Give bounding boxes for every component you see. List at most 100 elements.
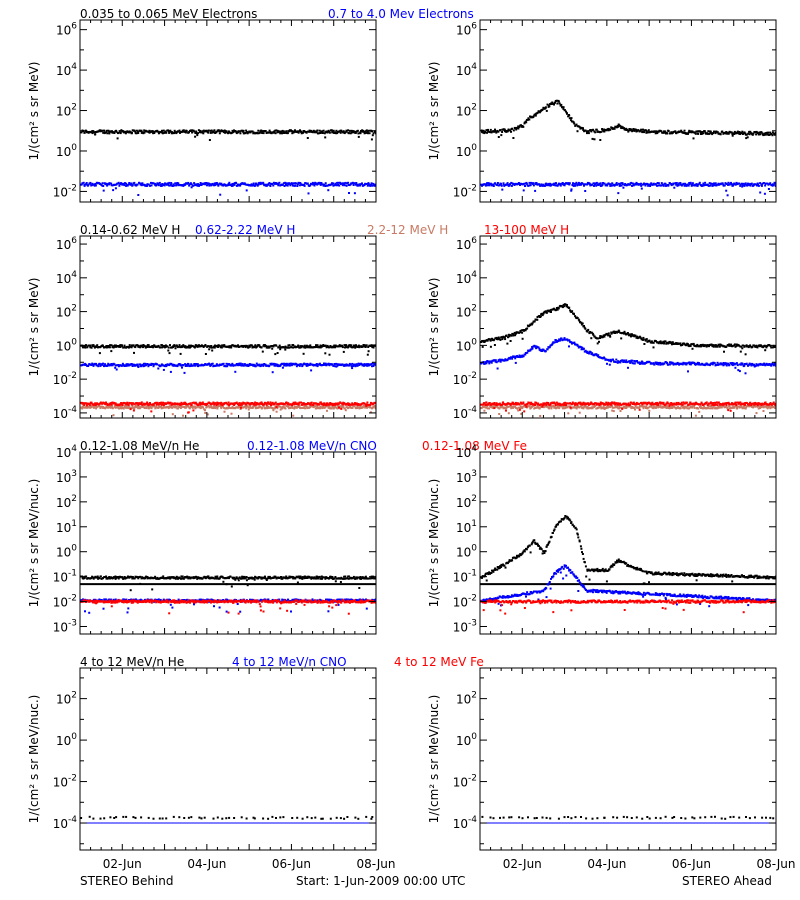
data-point [199,129,202,132]
data-point [123,344,126,347]
data-point [693,406,696,409]
data-point [344,181,347,184]
data-point [488,184,491,187]
data-point [712,361,715,364]
data-point [725,364,728,367]
data-point [611,126,613,129]
data-point [296,402,299,405]
data-point [142,406,145,408]
data-point [712,344,715,347]
data-point [492,405,495,408]
data-point [274,129,277,132]
data-point [85,131,88,134]
data-point [518,406,521,409]
data-point [218,132,221,135]
data-point [157,184,160,187]
data-point [85,183,88,186]
data-point [290,406,293,409]
data-point [621,126,624,129]
data-point [279,408,282,411]
data-point [555,407,558,409]
data-point [502,401,505,404]
data-point [773,362,776,365]
data-point [130,402,133,405]
data-point [367,405,370,408]
data-point [109,344,111,347]
data-point [101,184,104,187]
data-point [720,344,723,347]
data-point [254,344,257,347]
data-point [245,183,248,186]
data-point [724,132,727,135]
data-point [120,407,123,410]
data-point [673,342,676,345]
data-point [302,131,304,134]
data-point [486,184,489,187]
data-point [363,364,365,367]
y-tick-label: 10-4 [53,405,78,421]
data-point [734,345,737,348]
data-point [587,130,590,133]
data-point [367,183,370,186]
data-point [745,345,748,348]
data-point [536,183,539,186]
data-point [739,184,742,187]
data-point [158,404,160,407]
data-point [126,345,128,348]
data-point [347,406,350,409]
data-point [366,364,369,367]
data-point [733,344,736,347]
data-point [311,181,314,184]
data-point [165,131,168,134]
data-point [336,403,338,406]
data-point [740,132,743,134]
data-point [710,362,713,365]
data-point [164,363,167,366]
data-point [369,363,371,366]
data-point [251,346,254,349]
data-point [121,402,124,405]
data-point [586,132,588,135]
data-point [310,183,313,186]
data-point [654,132,657,135]
data-point [531,346,534,348]
data-point [589,129,592,131]
data-point [241,364,244,367]
data-point [559,338,562,341]
data-point [277,346,280,349]
data-point [591,332,594,335]
data-point [687,132,689,135]
data-point [502,402,505,405]
data-point [538,111,541,114]
data-point [548,407,551,410]
data-point [257,132,260,135]
data-point [140,129,143,132]
data-point [187,363,190,365]
data-point [712,405,715,408]
data-point [234,370,237,373]
data-point [370,363,373,366]
data-point [737,132,740,135]
data-point [500,184,503,187]
data-point [262,132,265,135]
data-point [728,183,731,186]
data-point [650,340,653,343]
data-point [694,132,697,135]
data-point [220,407,223,410]
data-point [671,362,674,364]
data-point [764,349,767,352]
data-point [238,364,241,367]
data-point [295,363,298,366]
data-point [372,132,375,135]
data-point [135,344,138,347]
data-point [82,405,85,408]
data-point [218,182,221,185]
data-point [314,181,317,184]
data-point [308,364,311,366]
data-point [235,363,238,365]
data-point [566,338,569,341]
data-point [363,184,366,186]
data-point [162,364,165,367]
data-point [95,407,98,410]
data-point [550,183,553,186]
